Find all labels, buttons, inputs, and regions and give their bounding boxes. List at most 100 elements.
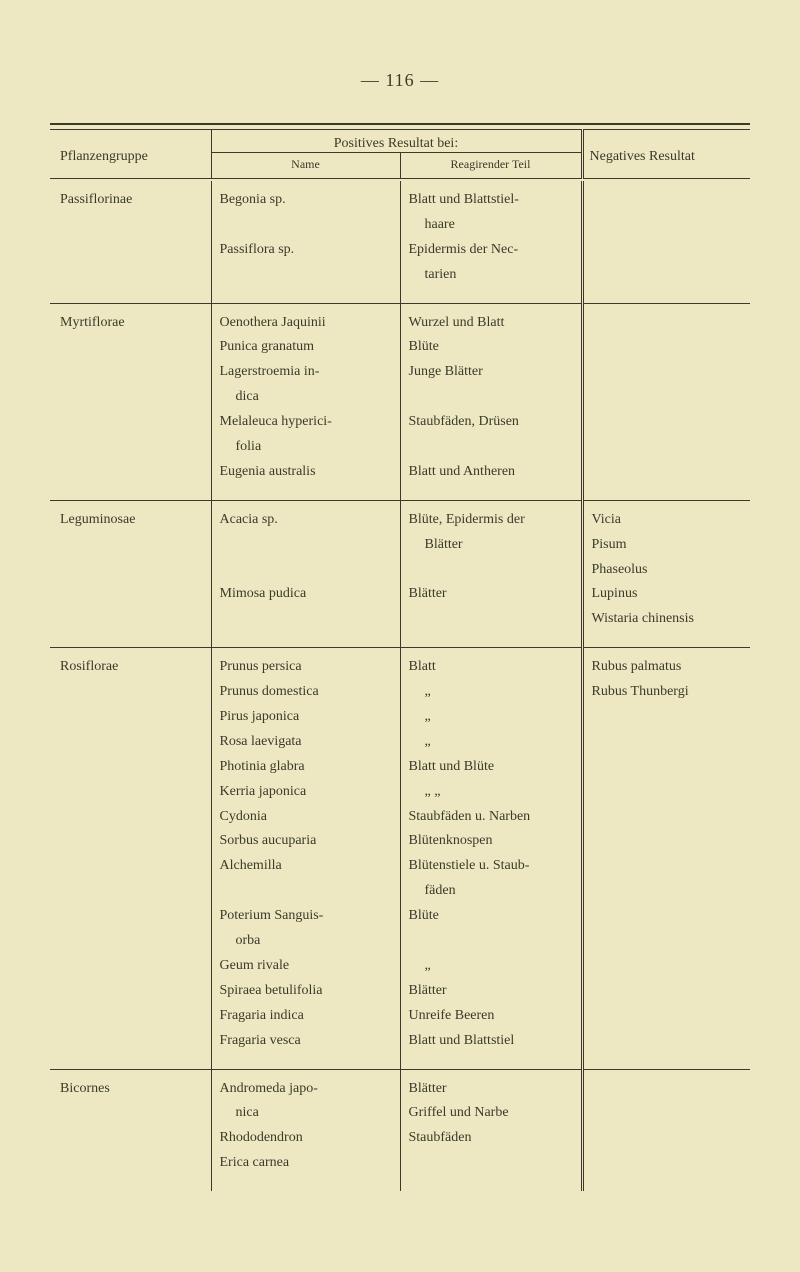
cell-neg xyxy=(582,304,750,501)
teil-line: tarien xyxy=(409,266,573,285)
name-line: Oenothera Jaquinii xyxy=(220,314,392,333)
cell-neg: Vicia Pisum Phaseolus Lupinus Wistaria chine… xyxy=(582,501,750,648)
neg-line: Vicia xyxy=(592,511,743,530)
cell-group: Rosiflorae xyxy=(50,648,211,1069)
cell-teil: Wurzel und BlattBlüteJunge Blätter.Staub… xyxy=(400,304,582,501)
teil-line: Blätter xyxy=(409,536,573,555)
name-line: Punica granatum xyxy=(220,338,392,357)
neg-line: Rubus palmatus xyxy=(592,658,743,677)
cell-name: Acacia sp...Mimosa pudica xyxy=(211,501,400,648)
group-label: Leguminosae xyxy=(60,511,203,530)
teil-line: „ xyxy=(409,733,573,752)
name-line: Lagerstroemia in- xyxy=(220,363,392,382)
cell-group: Leguminosae xyxy=(50,501,211,648)
neg-line: Lupinus xyxy=(592,585,743,604)
result-table: Pflanzengruppe Positives Resultat bei: N… xyxy=(50,123,750,1191)
subheader-name: Name xyxy=(291,157,320,171)
name-line: Fragaria vesca xyxy=(220,1032,392,1051)
table-row: Myrtiflorae Oenothera Jaquinii Punica gran… xyxy=(50,304,750,501)
teil-line: Blütenstiele u. Staub- xyxy=(409,857,573,876)
cell-group: Bicornes xyxy=(50,1070,211,1192)
table-row: Passiflorinae Begonia sp..Passiflora sp.B… xyxy=(50,181,750,303)
teil-line: Blüte xyxy=(409,338,573,357)
name-line: Photinia glabra xyxy=(220,758,392,777)
cell-teil: Blatt und Blattstiel-haareEpidermis der … xyxy=(400,181,582,303)
cell-teil: Blüte, Epidermis derBlätter.Blätter xyxy=(400,501,582,648)
name-line: Cydonia xyxy=(220,808,392,827)
table-row: Leguminosae Acacia sp...Mimosa pudica Blüt… xyxy=(50,501,750,648)
name-line: Kerria japonica xyxy=(220,783,392,802)
name-line: Rhododendron xyxy=(220,1129,392,1148)
cell-neg: Rubus palmatus Rubus Thunbergi xyxy=(582,648,750,1069)
table-header: Pflanzengruppe Positives Resultat bei: N… xyxy=(50,124,750,181)
teil-line: Unreife Beeren xyxy=(409,1007,573,1026)
cell-group: Passiflorinae xyxy=(50,181,211,303)
page-container: — 116 — Pflanzengruppe Positives Resulta… xyxy=(0,0,800,1241)
name-line: Acacia sp. xyxy=(220,511,392,530)
name-line: Geum rivale xyxy=(220,957,392,976)
name-line: Melaleuca hyperici- xyxy=(220,413,392,432)
neg-line: Phaseolus xyxy=(592,561,743,580)
name-line: Prunus domestica xyxy=(220,683,392,702)
teil-line: Wurzel und Blatt xyxy=(409,314,573,333)
header-group: Pflanzengruppe xyxy=(60,149,148,164)
name-line: Poterium Sanguis- xyxy=(220,907,392,926)
teil-line: Blätter xyxy=(409,982,573,1001)
name-line: dica xyxy=(220,388,392,407)
teil-line: „ „ xyxy=(409,783,573,802)
teil-line: Griffel und Narbe xyxy=(409,1104,573,1123)
cell-neg xyxy=(582,181,750,303)
name-line: orba xyxy=(220,932,392,951)
cell-neg xyxy=(582,1070,750,1192)
group-label: Myrtiflorae xyxy=(60,314,203,333)
name-line: Eugenia australis xyxy=(220,463,392,482)
teil-line: Blütenknospen xyxy=(409,832,573,851)
name-line: Erica carnea xyxy=(220,1154,392,1173)
teil-line: Staubfäden xyxy=(409,1129,573,1148)
teil-line: Blüte, Epidermis der xyxy=(409,511,573,530)
neg-line: Rubus Thunbergi xyxy=(592,683,743,702)
teil-line: Blüte xyxy=(409,907,573,926)
name-line: Prunus persica xyxy=(220,658,392,677)
name-line: folia xyxy=(220,438,392,457)
cell-name: Andromeda japo-nica Rhododendron Erica car… xyxy=(211,1070,400,1192)
cell-name: Begonia sp..Passiflora sp. xyxy=(211,181,400,303)
group-label: Passiflorinae xyxy=(60,191,203,210)
cell-name: Oenothera Jaquinii Punica granatum Lagerst… xyxy=(211,304,400,501)
neg-line: Pisum xyxy=(592,536,743,555)
name-line: Alchemilla xyxy=(220,857,392,876)
teil-line: haare xyxy=(409,216,573,235)
teil-line: Blatt und Blattstiel xyxy=(409,1032,573,1051)
name-line: Mimosa pudica xyxy=(220,585,392,604)
teil-line: Junge Blätter xyxy=(409,363,573,382)
name-line: Spiraea betulifolia xyxy=(220,982,392,1001)
teil-line: Blatt und Blüte xyxy=(409,758,573,777)
teil-line: fäden xyxy=(409,882,573,901)
cell-teil: Blatt„„„Blatt und Blüte„ „Staubfäden u. … xyxy=(400,648,582,1069)
teil-line: „ xyxy=(409,708,573,727)
teil-line: Blatt und Antheren xyxy=(409,463,573,482)
cell-group: Myrtiflorae xyxy=(50,304,211,501)
name-line: nica xyxy=(220,1104,392,1123)
header-negatives: Negatives Resultat xyxy=(590,149,695,164)
teil-line: „ xyxy=(409,683,573,702)
name-line: Pirus japonica xyxy=(220,708,392,727)
cell-name: Prunus persica Prunus domestica Pirus japo… xyxy=(211,648,400,1069)
neg-line: Wistaria chinensis xyxy=(592,610,743,629)
teil-line: Blätter xyxy=(409,1080,573,1099)
group-label: Bicornes xyxy=(60,1080,203,1099)
teil-line: Epidermis der Nec- xyxy=(409,241,573,260)
table-body: PassiflorinaeBegonia sp..Passiflora sp.B… xyxy=(50,181,750,1191)
page-number: — 116 — xyxy=(50,70,750,91)
group-label: Rosiflorae xyxy=(60,658,203,677)
teil-line: Blätter xyxy=(409,585,573,604)
teil-line: „ xyxy=(409,957,573,976)
table-row: Bicornes Andromeda japo-nica Rhododendron E… xyxy=(50,1070,750,1192)
table-row: Rosiflorae Prunus persica Prunus domestica… xyxy=(50,648,750,1069)
name-line: Rosa laevigata xyxy=(220,733,392,752)
name-line: Begonia sp. xyxy=(220,191,392,210)
name-line: Andromeda japo- xyxy=(220,1080,392,1099)
name-line: Fragaria indica xyxy=(220,1007,392,1026)
name-line: Sorbus aucuparia xyxy=(220,832,392,851)
header-positives: Positives Resultat bei: xyxy=(334,136,458,151)
